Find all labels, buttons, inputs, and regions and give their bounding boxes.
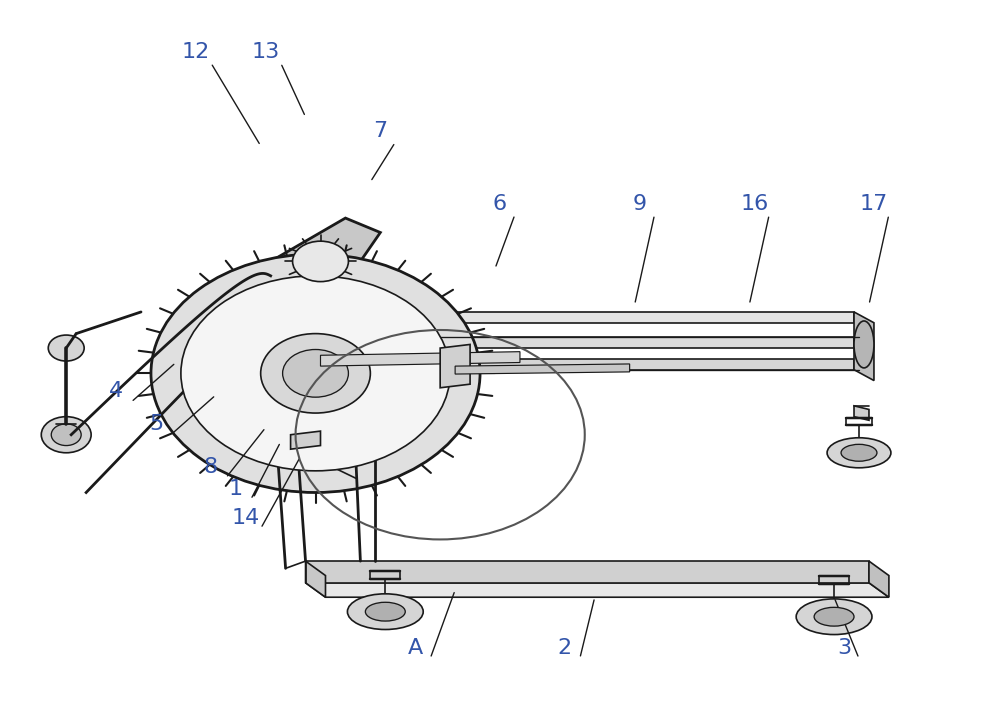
Ellipse shape	[854, 321, 874, 368]
Circle shape	[48, 335, 84, 361]
Ellipse shape	[796, 599, 872, 634]
Text: 3: 3	[837, 638, 851, 658]
Text: 13: 13	[252, 42, 280, 62]
Polygon shape	[869, 561, 889, 597]
Text: A: A	[408, 638, 423, 658]
Circle shape	[261, 334, 370, 413]
Polygon shape	[345, 312, 854, 323]
Polygon shape	[345, 337, 854, 348]
Polygon shape	[256, 218, 380, 450]
Polygon shape	[854, 406, 869, 420]
Circle shape	[41, 417, 91, 453]
Text: 2: 2	[558, 638, 572, 658]
Circle shape	[51, 424, 81, 446]
Text: 12: 12	[182, 42, 210, 62]
Polygon shape	[320, 352, 520, 366]
Polygon shape	[345, 359, 854, 370]
Polygon shape	[291, 431, 320, 450]
Text: 4: 4	[109, 381, 123, 402]
Ellipse shape	[827, 438, 891, 468]
Text: 1: 1	[229, 479, 243, 499]
Text: 5: 5	[149, 414, 163, 434]
Text: 16: 16	[740, 194, 768, 214]
Polygon shape	[455, 364, 630, 374]
Polygon shape	[306, 561, 325, 597]
Ellipse shape	[347, 594, 423, 629]
Text: 7: 7	[373, 121, 387, 141]
Ellipse shape	[841, 444, 877, 461]
Polygon shape	[306, 583, 889, 597]
Text: 8: 8	[204, 457, 218, 477]
Circle shape	[181, 276, 450, 471]
Circle shape	[283, 349, 348, 397]
Text: 6: 6	[493, 194, 507, 214]
Polygon shape	[854, 312, 874, 381]
Ellipse shape	[365, 602, 405, 621]
Polygon shape	[440, 344, 470, 388]
Text: 14: 14	[232, 507, 260, 528]
Circle shape	[293, 241, 348, 281]
Circle shape	[151, 254, 480, 492]
Text: 17: 17	[860, 194, 888, 214]
Ellipse shape	[814, 608, 854, 626]
Text: 9: 9	[633, 194, 647, 214]
Polygon shape	[306, 561, 869, 583]
